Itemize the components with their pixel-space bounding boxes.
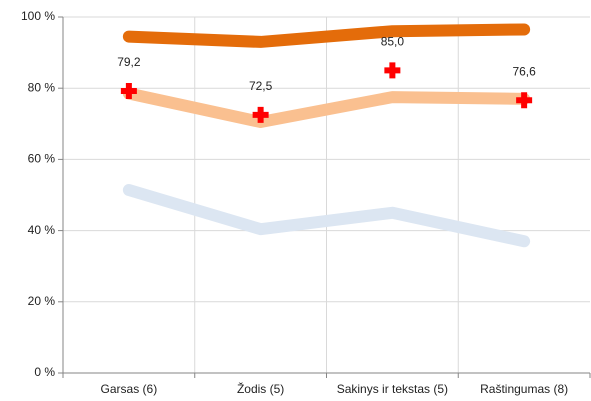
data-label: 85,0 [381,35,405,49]
y-tick-label: 20 % [28,294,56,308]
plus-marker [384,62,401,79]
x-tick-label: Garsas (6) [101,382,158,396]
series-line [122,87,531,129]
y-tick-label: 80 % [28,80,56,94]
y-tick-label: 0 % [34,365,55,379]
data-label: 79,2 [117,55,141,69]
y-tick-label: 60 % [28,152,56,166]
x-tick-label: Žodis (5) [237,381,284,396]
y-tick-label: 40 % [28,223,56,237]
plus-marker [252,106,269,123]
data-label: 76,6 [512,64,536,78]
plus-marker [516,92,533,109]
series-line [122,23,531,48]
plus-marker [120,83,137,100]
x-tick-label: Raštingumas (8) [480,382,568,396]
y-tick-label: 100 % [21,9,55,23]
data-label: 72,5 [249,79,273,93]
x-tick-label: Sakinys ir tekstas (5) [337,382,448,396]
series-line [122,184,531,248]
